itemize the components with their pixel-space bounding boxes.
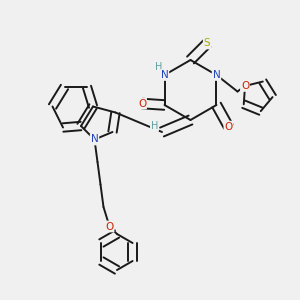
Text: N: N (213, 70, 220, 80)
Text: O: O (105, 221, 114, 232)
Text: H: H (155, 62, 163, 73)
Text: S: S (204, 38, 210, 49)
Text: O: O (224, 122, 232, 132)
Text: O: O (241, 81, 249, 91)
Text: H: H (151, 121, 158, 131)
Text: N: N (91, 134, 98, 145)
Text: O: O (138, 98, 146, 109)
Text: N: N (160, 70, 168, 80)
